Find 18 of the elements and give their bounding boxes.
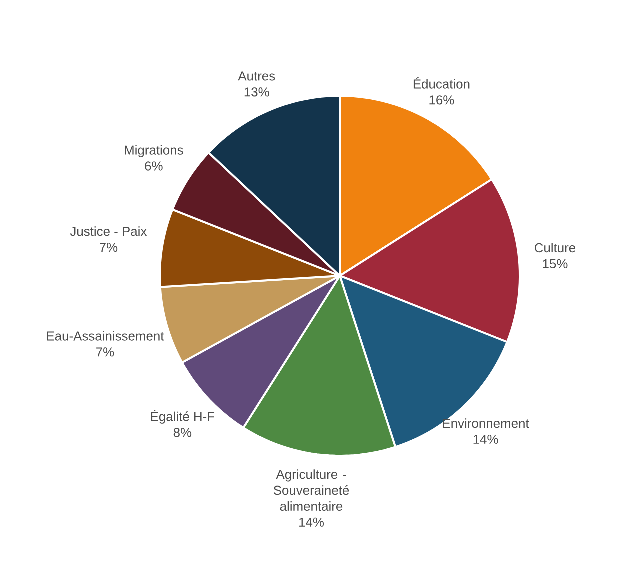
slice-label: Éducation [414,77,470,89]
data-label: 13% [244,88,270,97]
data-label: 14% [474,434,498,444]
slice-label: Justice - Paix [70,226,148,236]
data-label: 7% [100,242,118,252]
slice-label: Autres [238,72,276,81]
data-label: 14% [300,518,324,527]
data-label: 16% [430,96,454,105]
data-label: 6% [145,162,163,171]
slice-label: Culture [535,243,576,253]
slice-label: Eau-Assainissement [47,331,164,341]
slice-label: Agriculture - Souveraineté alimentaire [274,470,350,512]
data-label: 8% [174,428,192,438]
slice-label: Égalité H-F [151,410,215,424]
slice-label: Migrations [125,145,184,158]
data-label: 7% [96,348,114,357]
slice-label: Environnement [443,418,530,428]
data-label: 15% [543,259,568,269]
